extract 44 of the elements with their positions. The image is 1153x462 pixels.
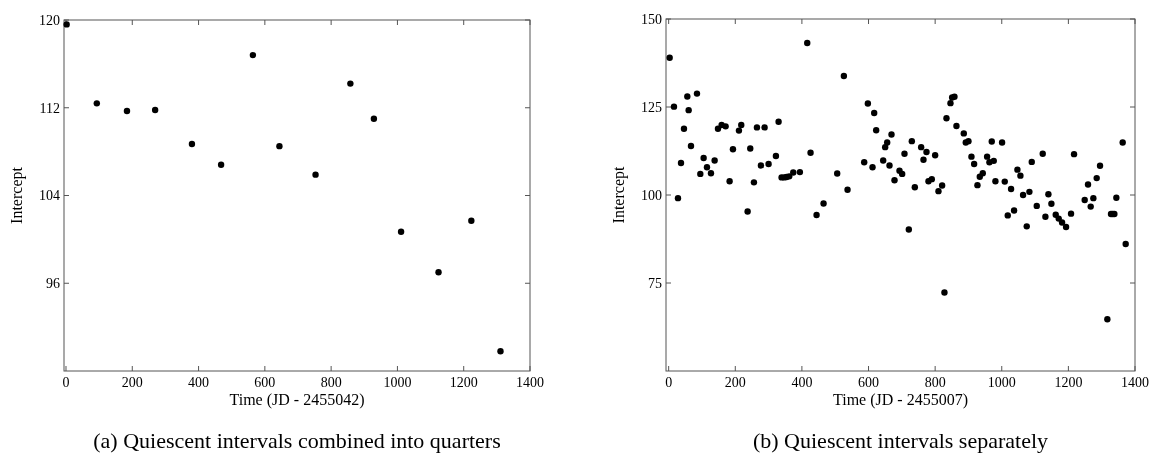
point (370, 115, 378, 122)
point (123, 107, 131, 115)
x-tick-label: 1200 (1054, 375, 1083, 390)
x-tick-label: 800 (924, 375, 946, 390)
y-tick-label: 96 (46, 276, 60, 292)
point (151, 106, 159, 114)
x-tick-label: 200 (121, 375, 143, 390)
x-tick-label: 200 (724, 375, 746, 390)
y-tick-label: 100 (641, 187, 662, 203)
point (93, 100, 101, 107)
x-axis-title: Time (JD - 2455042) (229, 391, 365, 409)
text: (a) Quiescent intervals combined into quarters (93, 428, 501, 453)
x-tick-label: 0 (665, 375, 673, 390)
y-axis-title: Intercept (610, 166, 628, 224)
point (497, 348, 504, 355)
x-tick-label: 1200 (449, 375, 478, 390)
x-tick-label: 400 (188, 375, 210, 390)
x-axis-title: Time (JD - 2455007) (833, 391, 968, 409)
point (276, 142, 283, 150)
text: (b) Quiescent intervals separately (752, 428, 1049, 453)
y-axis-title: Intercept (8, 166, 26, 224)
y-tick-label: 150 (641, 11, 662, 27)
x-tick-label: 1000 (987, 375, 1016, 390)
point (188, 140, 196, 148)
point (249, 51, 257, 59)
x-tick-label: 1400 (1121, 375, 1149, 390)
y-tick-label: 125 (641, 99, 662, 115)
point (312, 171, 319, 178)
point (397, 228, 405, 235)
x-tick-label: 600 (858, 375, 880, 390)
x-tick-label: 1400 (516, 375, 544, 390)
y-tick-label: 75 (648, 275, 662, 291)
x-tick-label: 800 (320, 375, 342, 390)
point (217, 161, 225, 168)
point (435, 269, 442, 276)
x-tick-label: 400 (791, 375, 813, 390)
x-tick-label: 0 (62, 375, 70, 390)
point (347, 80, 354, 87)
point (468, 217, 475, 224)
y-tick-label: 120 (39, 12, 60, 28)
x-tick-label: 1000 (383, 375, 412, 390)
x-tick-label: 600 (254, 375, 276, 390)
y-tick-label: 104 (39, 188, 60, 204)
y-tick-label: 112 (39, 100, 60, 116)
